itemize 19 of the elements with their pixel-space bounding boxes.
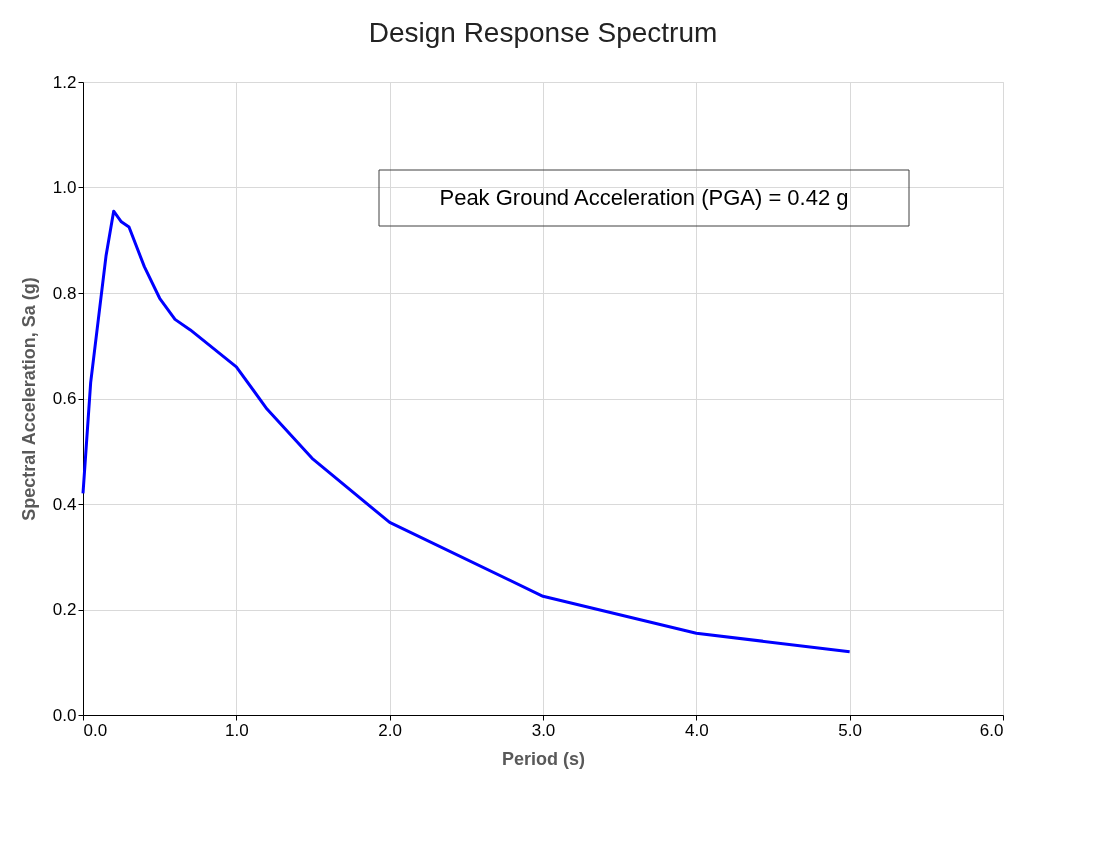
y-tick-label: 1.2	[52, 72, 77, 92]
y-tick-label: 0.4	[52, 494, 77, 514]
line-series	[81, 209, 852, 654]
y-axis-title: Spectral Acceleration, Sa (g)	[18, 277, 39, 521]
x-tick-label: 4.0	[685, 720, 709, 740]
y-tick-label: 0.8	[52, 283, 77, 303]
x-axis-title: Period (s)	[501, 748, 586, 769]
y-tick-label: 0.6	[52, 389, 77, 408]
x-tick-label: 0.0	[83, 720, 108, 740]
y-tick-label: 0.0	[52, 705, 77, 725]
x-tick-label: 5.0	[838, 720, 862, 740]
x-tick-label: 2.0	[378, 720, 402, 740]
x-tick-label: 1.0	[225, 720, 249, 740]
y-tick-label: 0.2	[52, 600, 77, 619]
y-tick-label: 1.0	[52, 178, 77, 197]
chart-title: Design Response Spectrum	[368, 17, 718, 48]
x-tick-label: 3.0	[531, 720, 556, 740]
x-tick-label: 6.0	[979, 720, 1004, 740]
annotation: Peak Ground Acceleration (PGA) = 0.42 g	[439, 185, 849, 210]
